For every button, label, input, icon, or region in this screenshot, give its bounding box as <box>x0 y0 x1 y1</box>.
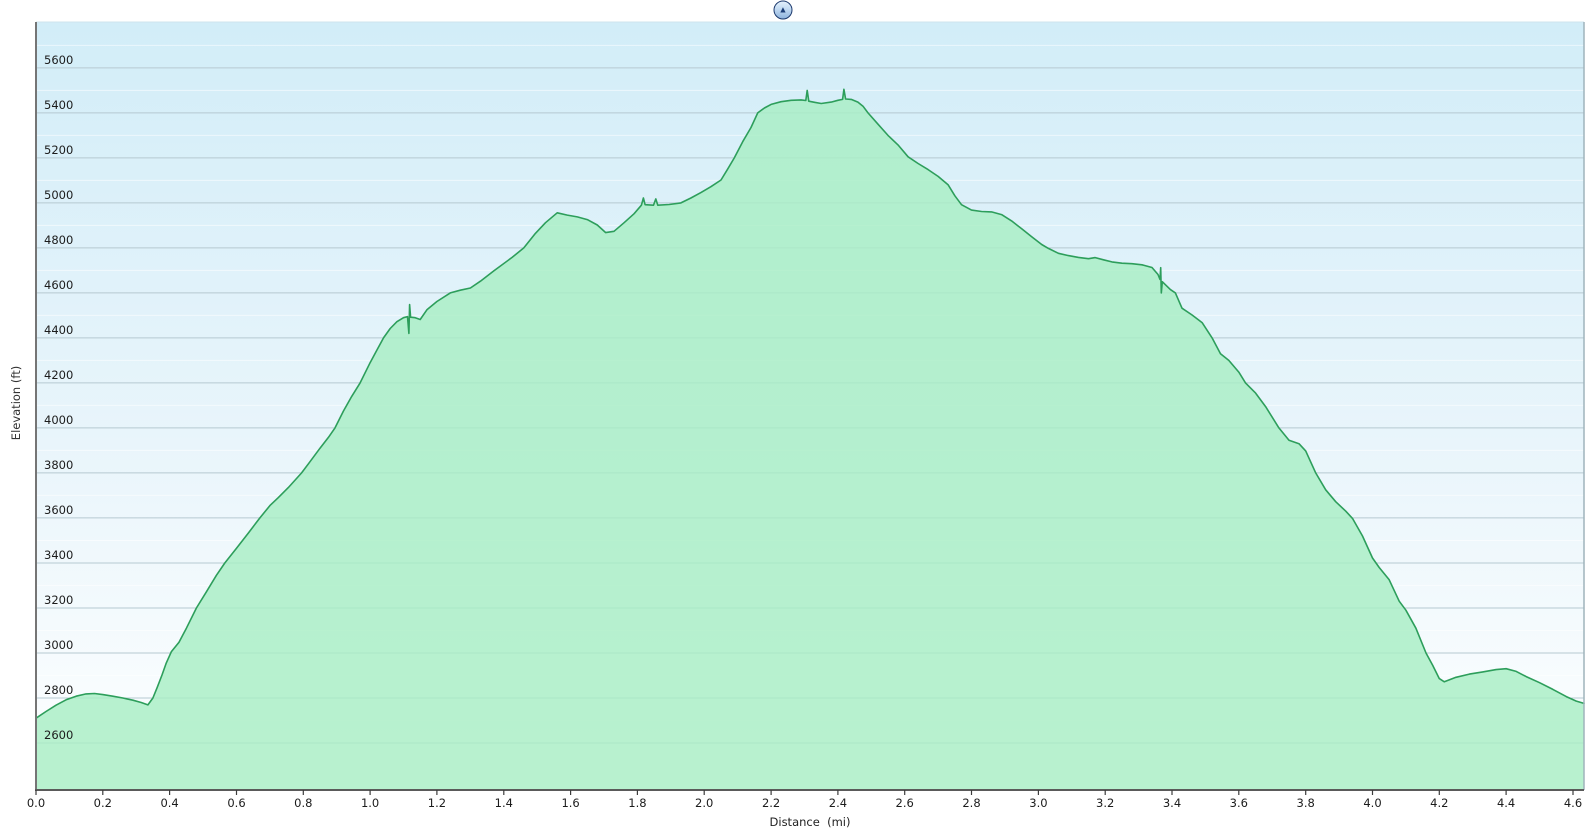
x-tick-label: 2.6 <box>896 796 914 810</box>
y-tick-label: 5000 <box>44 188 73 202</box>
x-tick-label: 2.4 <box>829 796 847 810</box>
x-tick-label: 2.0 <box>695 796 713 810</box>
x-tick-label: 4.2 <box>1430 796 1448 810</box>
y-tick-label: 4200 <box>44 368 73 382</box>
y-tick-label: 3600 <box>44 503 73 517</box>
collapse-profile-button[interactable]: ▲ <box>773 0 793 20</box>
x-tick-label: 0.6 <box>227 796 245 810</box>
x-tick-label: 1.0 <box>361 796 379 810</box>
x-tick-label: 3.0 <box>1029 796 1047 810</box>
x-tick-label: 1.2 <box>428 796 446 810</box>
y-tick-label: 3800 <box>44 458 73 472</box>
x-tick-label: 2.2 <box>762 796 780 810</box>
x-tick-label: 4.4 <box>1497 796 1515 810</box>
y-tick-label: 5600 <box>44 53 73 67</box>
elevation-line <box>35 88 1585 720</box>
x-tick-label: 3.4 <box>1163 796 1181 810</box>
x-tick-label: 1.8 <box>628 796 646 810</box>
y-tick-label: 5400 <box>44 98 73 112</box>
y-tick-label: 3000 <box>44 638 73 652</box>
x-tick-label: 2.8 <box>962 796 980 810</box>
x-tick-label: 0.4 <box>160 796 178 810</box>
y-axis-title: Elevation (ft) <box>9 365 23 441</box>
x-tick-label: 1.4 <box>495 796 513 810</box>
y-tick-label: 2800 <box>44 683 73 697</box>
collapse-up-icon: ▲ <box>778 4 788 14</box>
x-tick-label: 0.0 <box>27 796 45 810</box>
x-axis-title: Distance (mi) <box>769 815 851 829</box>
y-tick-label: 3400 <box>44 548 73 562</box>
y-tick-label: 2600 <box>44 728 73 742</box>
x-tick-label: 4.0 <box>1363 796 1381 810</box>
x-tick-label: 3.6 <box>1230 796 1248 810</box>
y-tick-label: 3200 <box>44 593 73 607</box>
x-tick-label: 3.8 <box>1297 796 1315 810</box>
y-tick-label: 5200 <box>44 143 73 157</box>
x-tick-label: 3.2 <box>1096 796 1114 810</box>
y-tick-label: 4600 <box>44 278 73 292</box>
x-tick-label: 0.8 <box>294 796 312 810</box>
x-tick-label: 1.6 <box>561 796 579 810</box>
x-tick-label: 0.2 <box>94 796 112 810</box>
elevation-area <box>36 89 1584 791</box>
y-tick-label: 4000 <box>44 413 73 427</box>
y-tick-label: 4800 <box>44 233 73 247</box>
x-tick-label: 4.6 <box>1564 796 1582 810</box>
y-tick-label: 4400 <box>44 323 73 337</box>
